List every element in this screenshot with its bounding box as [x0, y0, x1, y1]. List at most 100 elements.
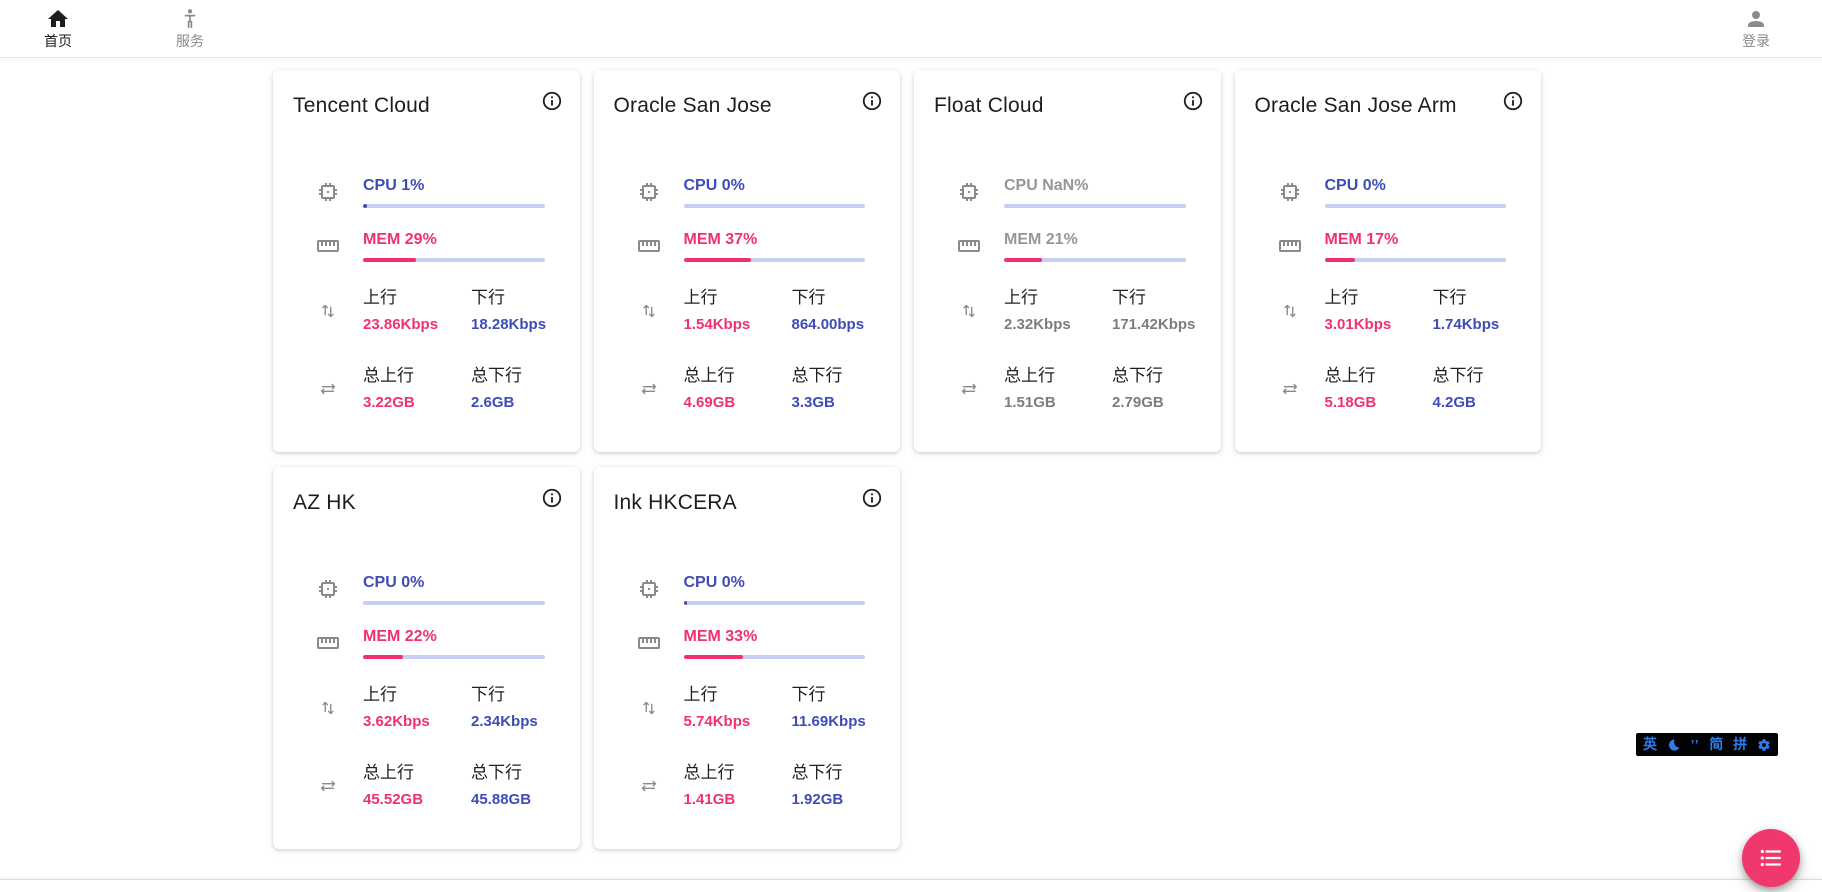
cpu-label: CPU 0%: [684, 573, 866, 593]
cpu-progressbar: [1004, 204, 1186, 208]
total-upload-block: 总上行 3.22GB: [363, 364, 471, 414]
total-upload-value: 4.69GB: [684, 392, 792, 414]
ime-pinyin-toggle[interactable]: 拼: [1733, 733, 1747, 756]
swap-vertical-icon: [614, 300, 684, 322]
mem-row: MEM 22%: [293, 627, 560, 659]
info-icon: [1502, 90, 1524, 112]
upload-label: 上行: [1004, 286, 1112, 310]
info-icon: [1182, 90, 1204, 112]
total-download-block: 总下行 3.3GB: [792, 364, 881, 414]
ime-punctuation-toggle[interactable]: ’’: [1691, 733, 1700, 756]
total-columns: 总上行 45.52GB 总下行 45.88GB: [363, 761, 560, 811]
total-upload-value: 45.52GB: [363, 789, 471, 811]
ime-gear-icon[interactable]: [1757, 738, 1771, 752]
total-upload-value: 1.41GB: [684, 789, 792, 811]
ruler-icon: [1255, 234, 1325, 258]
cpu-chip-icon: [614, 180, 684, 204]
mem-progressbar: [363, 258, 545, 262]
total-download-label: 总下行: [471, 761, 560, 785]
swap-horizontal-icon: [934, 378, 1004, 400]
info-button[interactable]: [541, 90, 565, 114]
mem-progressbar: [684, 655, 866, 659]
total-upload-label: 总上行: [363, 364, 471, 388]
total-row: 总上行 4.69GB 总下行 3.3GB: [614, 364, 881, 414]
upload-label: 上行: [684, 683, 792, 707]
server-card-title: AZ HK: [293, 491, 560, 515]
total-download-block: 总下行 2.79GB: [1112, 364, 1201, 414]
info-button[interactable]: [861, 487, 885, 511]
upload-block: 上行 5.74Kbps: [684, 683, 792, 733]
cpu-progressbar: [363, 204, 545, 208]
cpu-label: CPU 0%: [363, 573, 545, 593]
ime-simplified-toggle[interactable]: 简: [1709, 733, 1723, 756]
download-block: 下行 18.28Kbps: [471, 286, 560, 336]
server-card-title: Oracle San Jose: [614, 94, 881, 118]
cpu-row: CPU 0%: [293, 573, 560, 605]
cpu-progressbar: [684, 601, 866, 605]
download-value: 864.00bps: [792, 314, 881, 336]
total-download-value: 45.88GB: [471, 789, 560, 811]
ruler-icon: [614, 631, 684, 655]
download-label: 下行: [471, 286, 560, 310]
speed-columns: 上行 5.74Kbps 下行 11.69Kbps: [684, 683, 881, 733]
total-row: 总上行 1.41GB 总下行 1.92GB: [614, 761, 881, 811]
swap-horizontal-icon: [614, 378, 684, 400]
speed-row: 上行 23.86Kbps 下行 18.28Kbps: [293, 286, 560, 336]
upload-block: 上行 1.54Kbps: [684, 286, 792, 336]
cpu-progress-block: CPU NaN%: [1004, 176, 1186, 208]
nav-item-services[interactable]: 服务: [158, 7, 222, 49]
cpu-progress-block: CPU 0%: [684, 176, 866, 208]
cpu-progress-block: CPU 1%: [363, 176, 545, 208]
total-upload-label: 总上行: [684, 364, 792, 388]
ime-moon-icon[interactable]: [1667, 738, 1681, 752]
cpu-label: CPU 0%: [684, 176, 866, 196]
speed-columns: 上行 2.32Kbps 下行 171.42Kbps: [1004, 286, 1201, 336]
total-download-value: 3.3GB: [792, 392, 881, 414]
info-icon: [541, 90, 563, 112]
total-download-block: 总下行 1.92GB: [792, 761, 881, 811]
server-card: Float Cloud CPU NaN%: [914, 70, 1221, 452]
mem-row: MEM 21%: [934, 230, 1201, 262]
total-columns: 总上行 4.69GB 总下行 3.3GB: [684, 364, 881, 414]
info-button[interactable]: [861, 90, 885, 114]
ime-language-toggle[interactable]: 英: [1643, 733, 1657, 756]
speed-columns: 上行 3.62Kbps 下行 2.34Kbps: [363, 683, 560, 733]
server-cards-grid: Tencent Cloud CPU 1%: [273, 70, 1541, 849]
mem-row: MEM 29%: [293, 230, 560, 262]
swap-horizontal-icon: [1255, 378, 1325, 400]
total-row: 总上行 3.22GB 总下行 2.6GB: [293, 364, 560, 414]
total-columns: 总上行 3.22GB 总下行 2.6GB: [363, 364, 560, 414]
speed-row: 上行 5.74Kbps 下行 11.69Kbps: [614, 683, 881, 733]
ruler-icon: [614, 234, 684, 258]
mem-label: MEM 22%: [363, 627, 545, 647]
total-download-label: 总下行: [1112, 364, 1201, 388]
total-upload-label: 总上行: [1004, 364, 1112, 388]
total-upload-value: 5.18GB: [1325, 392, 1433, 414]
speed-row: 上行 3.01Kbps 下行 1.74Kbps: [1255, 286, 1522, 336]
total-upload-label: 总上行: [684, 761, 792, 785]
top-navbar: 首页 服务 登录: [0, 0, 1822, 58]
mem-progress-block: MEM 17%: [1325, 230, 1507, 262]
mem-progress-block: MEM 21%: [1004, 230, 1186, 262]
info-button[interactable]: [541, 487, 565, 511]
info-button[interactable]: [1182, 90, 1206, 114]
download-value: 2.34Kbps: [471, 711, 560, 733]
mem-row: MEM 37%: [614, 230, 881, 262]
cpu-chip-icon: [293, 577, 363, 601]
cpu-label: CPU 0%: [1325, 176, 1507, 196]
mem-progressbar: [1004, 258, 1186, 262]
mem-label: MEM 37%: [684, 230, 866, 250]
download-value: 11.69Kbps: [792, 711, 881, 733]
total-upload-block: 总上行 45.52GB: [363, 761, 471, 811]
total-upload-value: 1.51GB: [1004, 392, 1112, 414]
total-download-value: 2.79GB: [1112, 392, 1201, 414]
cpu-progress-block: CPU 0%: [684, 573, 866, 605]
nav-item-home[interactable]: 首页: [26, 7, 90, 49]
server-list-fab-button[interactable]: [1742, 829, 1800, 887]
info-button[interactable]: [1502, 90, 1526, 114]
download-block: 下行 11.69Kbps: [792, 683, 881, 733]
download-label: 下行: [792, 286, 881, 310]
login-button[interactable]: 登录: [1724, 7, 1788, 49]
swap-vertical-icon: [934, 300, 1004, 322]
download-label: 下行: [1433, 286, 1522, 310]
